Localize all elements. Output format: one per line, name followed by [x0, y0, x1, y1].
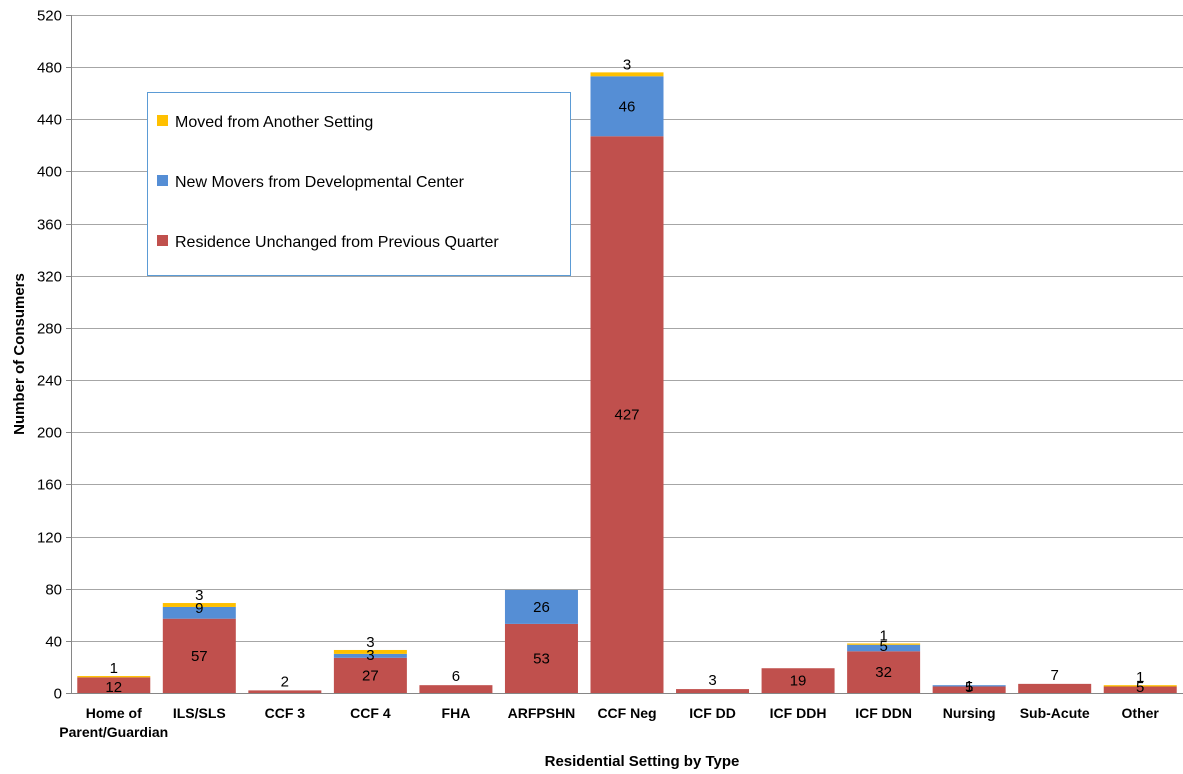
x-tick-label: Sub-Acute — [1020, 705, 1090, 721]
y-tick-label: 0 — [54, 686, 62, 703]
x-tick-label: ICF DDN — [855, 705, 912, 721]
y-tick-label: 280 — [37, 321, 62, 338]
x-tick-label: ILS/SLS — [173, 705, 226, 721]
legend-swatch — [157, 235, 168, 246]
legend-label: New Movers from Developmental Center — [175, 174, 465, 191]
y-tick-label: 120 — [37, 530, 62, 547]
x-tick-label: Other — [1122, 705, 1160, 721]
x-tick-label: Parent/Guardian — [59, 724, 168, 740]
bar-segment — [1018, 683, 1092, 693]
y-tick-label: 200 — [37, 425, 62, 442]
y-tick-label: 240 — [37, 373, 62, 390]
data-label: 53 — [533, 650, 550, 667]
y-tick-label: 160 — [37, 477, 62, 494]
bar-segment — [504, 623, 578, 693]
y-tick-label: 320 — [37, 269, 62, 286]
x-tick-label: ICF DD — [689, 705, 736, 721]
bar-segment — [847, 644, 921, 652]
bar-segment — [932, 685, 1006, 687]
bar-segment — [1103, 685, 1177, 687]
data-label: 5 — [879, 638, 887, 655]
y-tick-label: 440 — [37, 112, 62, 129]
data-label: 6 — [452, 668, 460, 685]
bar-segment — [419, 685, 493, 693]
data-label: 3 — [708, 672, 716, 689]
bar-segment — [77, 676, 151, 678]
data-label: 1 — [879, 627, 887, 644]
bar-segment — [761, 668, 835, 693]
data-label: 1 — [1136, 669, 1144, 686]
data-label: 3 — [195, 587, 203, 604]
x-tick-label: Nursing — [943, 705, 996, 721]
x-tick-label: FHA — [442, 705, 471, 721]
x-tick-label: ARFPSHN — [508, 705, 576, 721]
y-tick-label: 80 — [45, 582, 62, 599]
y-tick-label: 480 — [37, 60, 62, 77]
x-tick-label: CCF 3 — [265, 705, 306, 721]
legend-box — [147, 92, 571, 276]
bar-segment — [248, 690, 322, 693]
bar-segment — [847, 651, 921, 693]
data-label: 32 — [875, 664, 892, 681]
data-label: 1 — [965, 678, 973, 695]
y-tick-label: 520 — [37, 8, 62, 25]
bar-segment — [162, 618, 236, 693]
data-label: 12 — [105, 679, 122, 696]
legend-label: Residence Unchanged from Previous Quarte… — [175, 234, 499, 251]
bars — [77, 72, 1177, 693]
bar-segment — [333, 653, 407, 658]
y-axis: 0 40 80 120 160 200 240 280 320 360 400 440 480 520 — [37, 8, 72, 703]
bar-segment — [333, 649, 407, 654]
data-label: 5 — [965, 679, 973, 696]
bar-segment — [676, 689, 750, 693]
legend-swatch — [157, 175, 168, 186]
y-tick-label: 360 — [37, 217, 62, 234]
bar-segment — [504, 589, 578, 624]
bar-segment — [590, 72, 664, 77]
bar-segment — [333, 657, 407, 693]
bar-segment — [162, 603, 236, 607]
bar-segment — [847, 643, 921, 645]
y-tick-label: 400 — [37, 164, 62, 181]
x-axis-title: Residential Setting by Type — [545, 753, 740, 770]
bar-segment — [77, 677, 151, 693]
y-axis-title: Number of Consumers — [11, 273, 28, 435]
x-tick-label: Home of — [86, 705, 142, 721]
data-label: 57 — [191, 648, 208, 665]
x-tick-label: ICF DDH — [770, 705, 827, 721]
data-label: 9 — [195, 600, 203, 617]
bar-segment — [1103, 686, 1177, 693]
data-label: 2 — [281, 673, 289, 690]
data-label: 3 — [366, 647, 374, 664]
bar-segment — [932, 686, 1006, 693]
x-tick-label: CCF 4 — [350, 705, 391, 721]
y-tick-label: 40 — [45, 634, 62, 651]
data-label: 427 — [614, 407, 639, 424]
legend: Moved from Another Setting New Movers fro… — [147, 92, 571, 276]
data-label: 3 — [623, 56, 631, 73]
bar-segment — [590, 136, 664, 693]
bar-segment — [162, 606, 236, 619]
legend-swatch — [157, 115, 168, 126]
data-label: 46 — [619, 98, 636, 115]
data-label: 26 — [533, 599, 550, 616]
data-label: 7 — [1051, 667, 1059, 684]
data-label: 19 — [790, 673, 807, 690]
data-label: 1 — [110, 660, 118, 677]
bar-segment — [590, 76, 664, 137]
data-label: 27 — [362, 667, 379, 684]
legend-label: Moved from Another Setting — [175, 114, 373, 131]
x-tick-label: CCF Neg — [597, 705, 656, 721]
x-axis: Home of Parent/Guardian ILS/SLS CCF 3 CCF 4 F… — [59, 693, 1183, 740]
data-label: 5 — [1136, 679, 1144, 696]
data-label: 3 — [366, 634, 374, 651]
